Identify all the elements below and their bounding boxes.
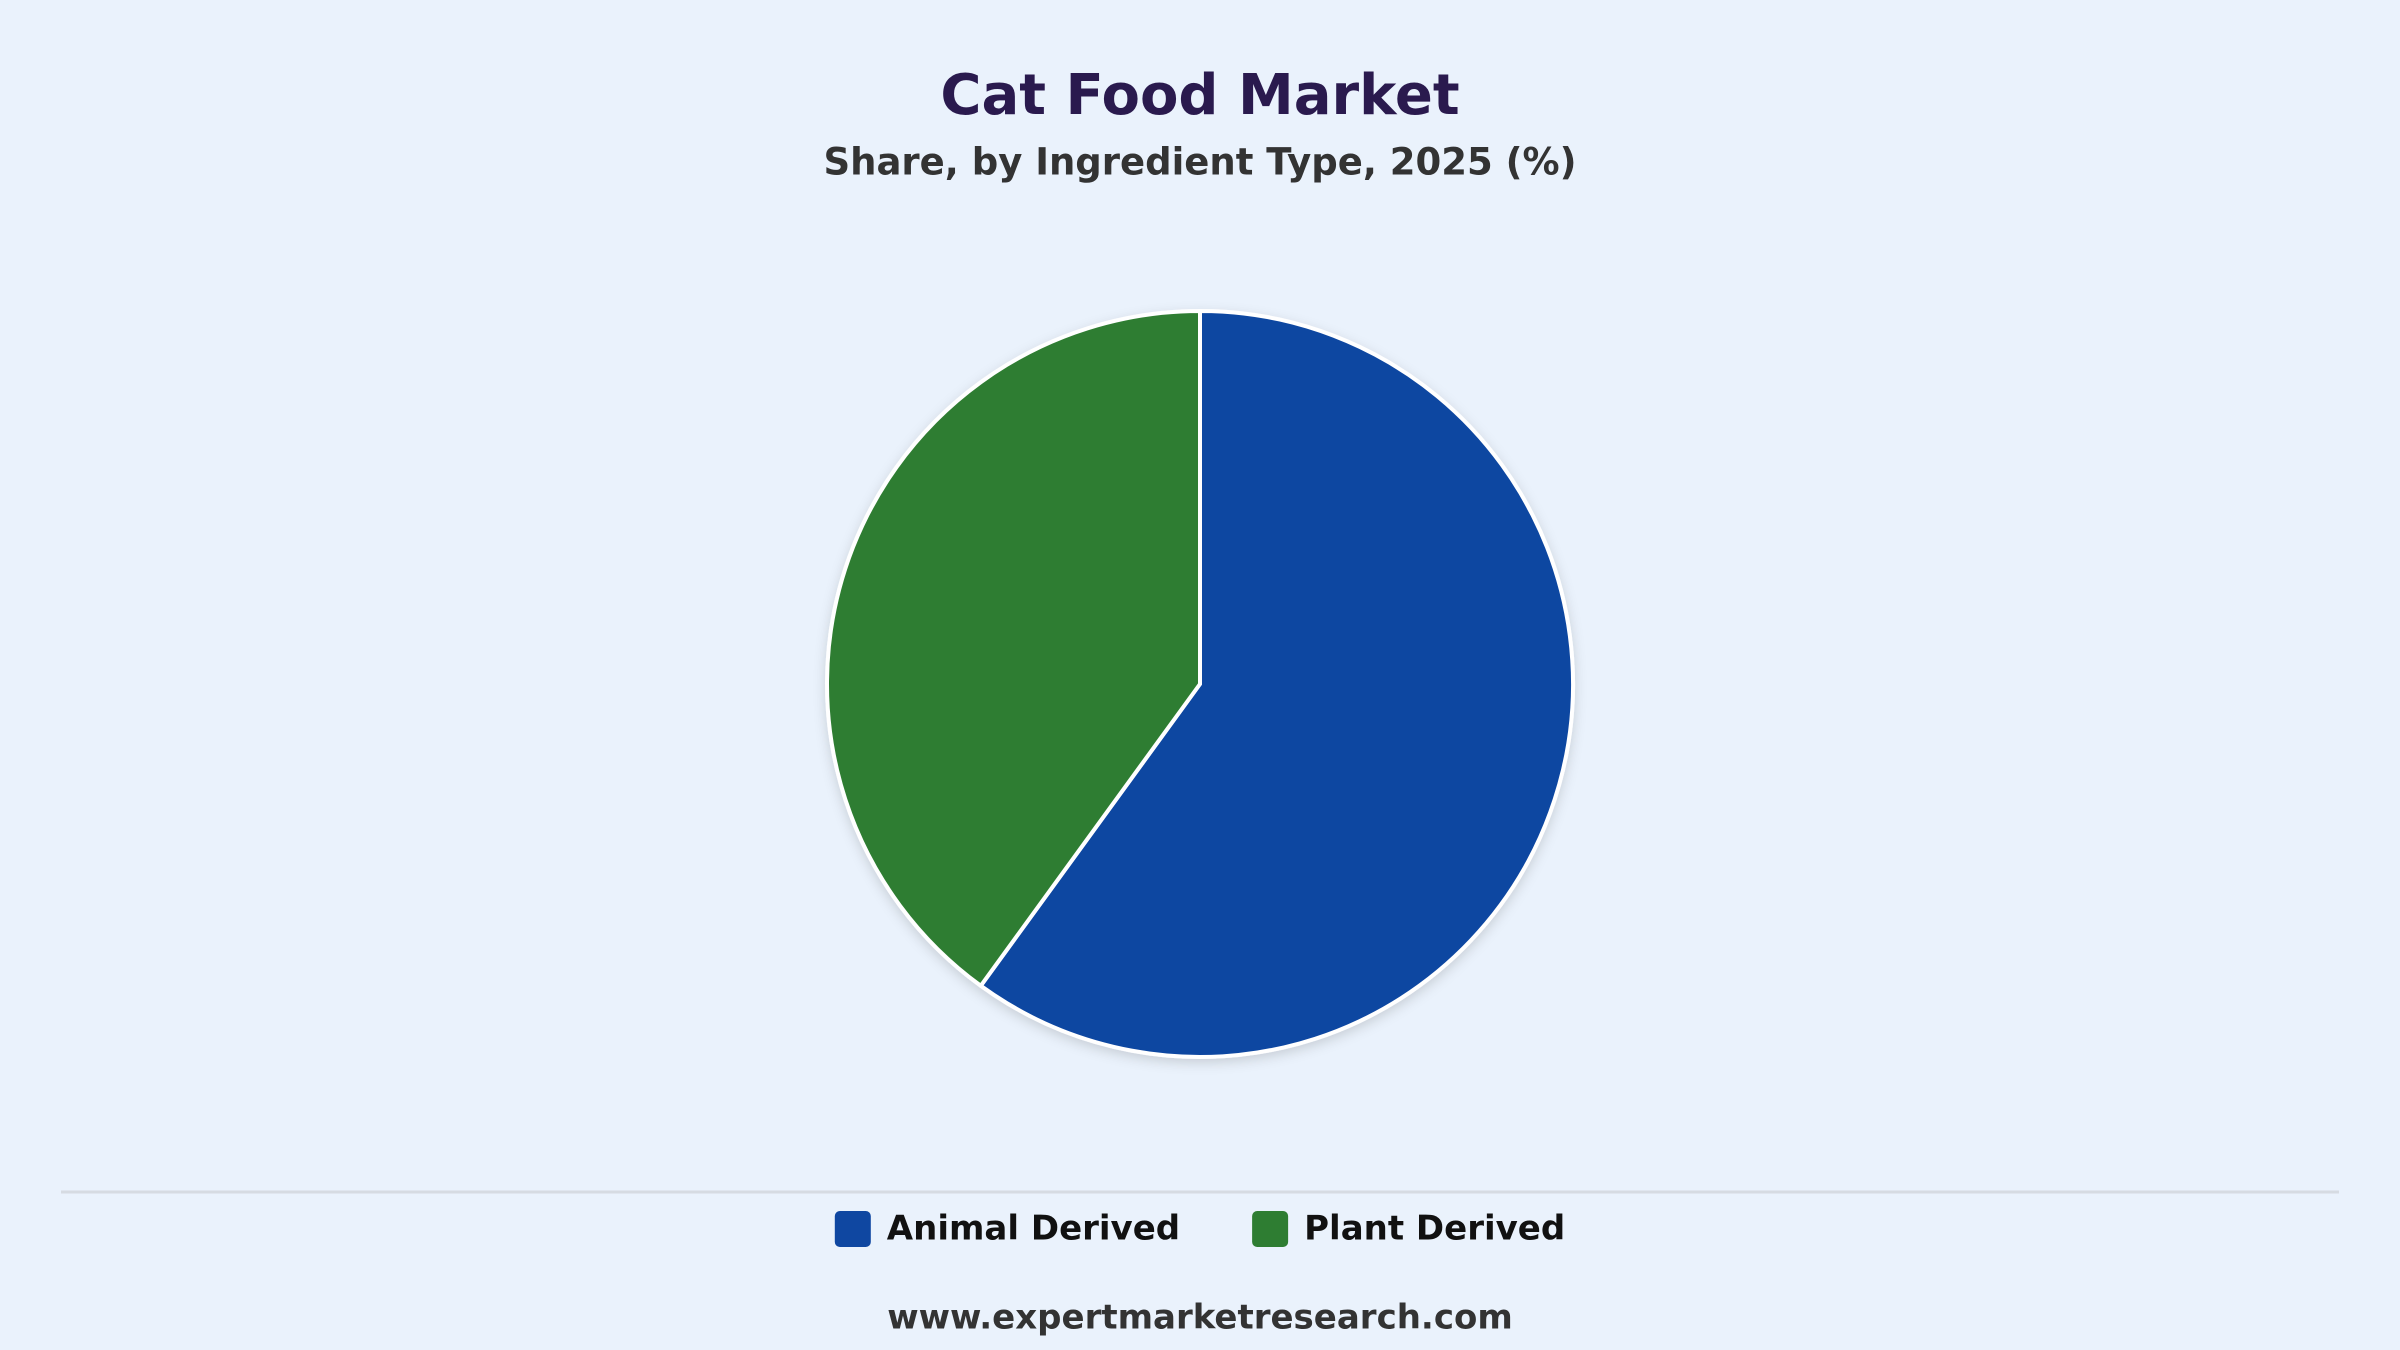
legend-label: Plant Derived (1304, 1209, 1565, 1249)
chart-title: Cat Food Market (940, 63, 1459, 128)
pie-slice (825, 309, 1202, 988)
pie (825, 309, 1575, 1059)
legend-item: Plant Derived (1252, 1209, 1565, 1249)
pie-slice (978, 309, 1575, 1059)
legend-swatch (1252, 1211, 1289, 1247)
legend-item: Animal Derived (834, 1209, 1180, 1249)
legend-swatch (834, 1211, 871, 1247)
chart-subtitle: Share, by Ingredient Type, 2025 (%) (823, 141, 1576, 184)
legend: Animal Derived Plant Derived (834, 1209, 1565, 1249)
source: www.expertmarketresearch.com (887, 1298, 1513, 1338)
legend-label: Animal Derived (887, 1209, 1180, 1249)
